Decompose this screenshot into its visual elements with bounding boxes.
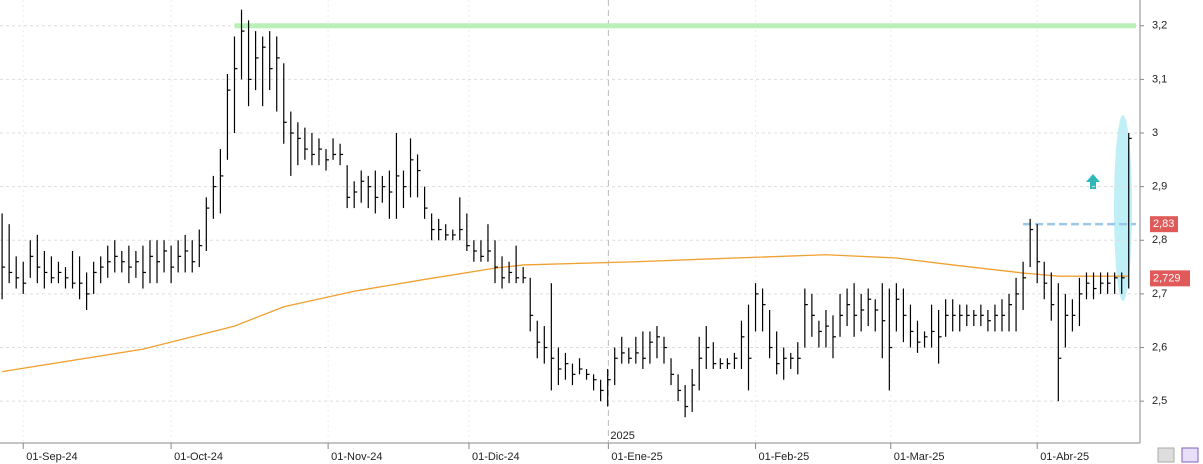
year-label: 2025 [610,430,634,442]
y-tick-label: 3,1 [1152,73,1167,85]
moving-average [2,254,1129,373]
y-tick-label: 2,8 [1152,234,1167,246]
plot [0,0,1140,443]
x-tick-label: 01-Nov-24 [331,451,382,463]
x-tick-label: 01-Abr-25 [1040,451,1089,463]
x-tick-label: 01-Sep-24 [26,451,77,463]
y-tick-label: 2,7 [1152,288,1167,300]
x-tick-label: 01-Feb-25 [759,451,810,463]
price-tag [1150,270,1190,287]
x-tick-label: 01-Mar-25 [894,451,945,463]
highlight-ellipse [1114,115,1132,301]
save-icon[interactable] [1181,447,1199,463]
y-tick-label: 2,9 [1152,181,1167,193]
price-tag-label: 2,729 [1153,272,1181,284]
x-tick-label: 01-Oct-24 [174,451,223,463]
y-tick-label: 3,2 [1152,20,1167,32]
y-tick-label: 2,5 [1152,395,1167,407]
price-tag [1150,216,1178,233]
up-arrow [1086,174,1100,189]
y-tick-label: 3 [1152,127,1158,139]
toolbar-icon[interactable] [1157,447,1175,463]
y-tick-label: 2,6 [1152,341,1167,353]
x-tick-label: 01-Ene-25 [611,451,662,463]
price-tag-label: 2,83 [1153,218,1174,230]
x-tick-label: 01-Dic-24 [472,451,520,463]
